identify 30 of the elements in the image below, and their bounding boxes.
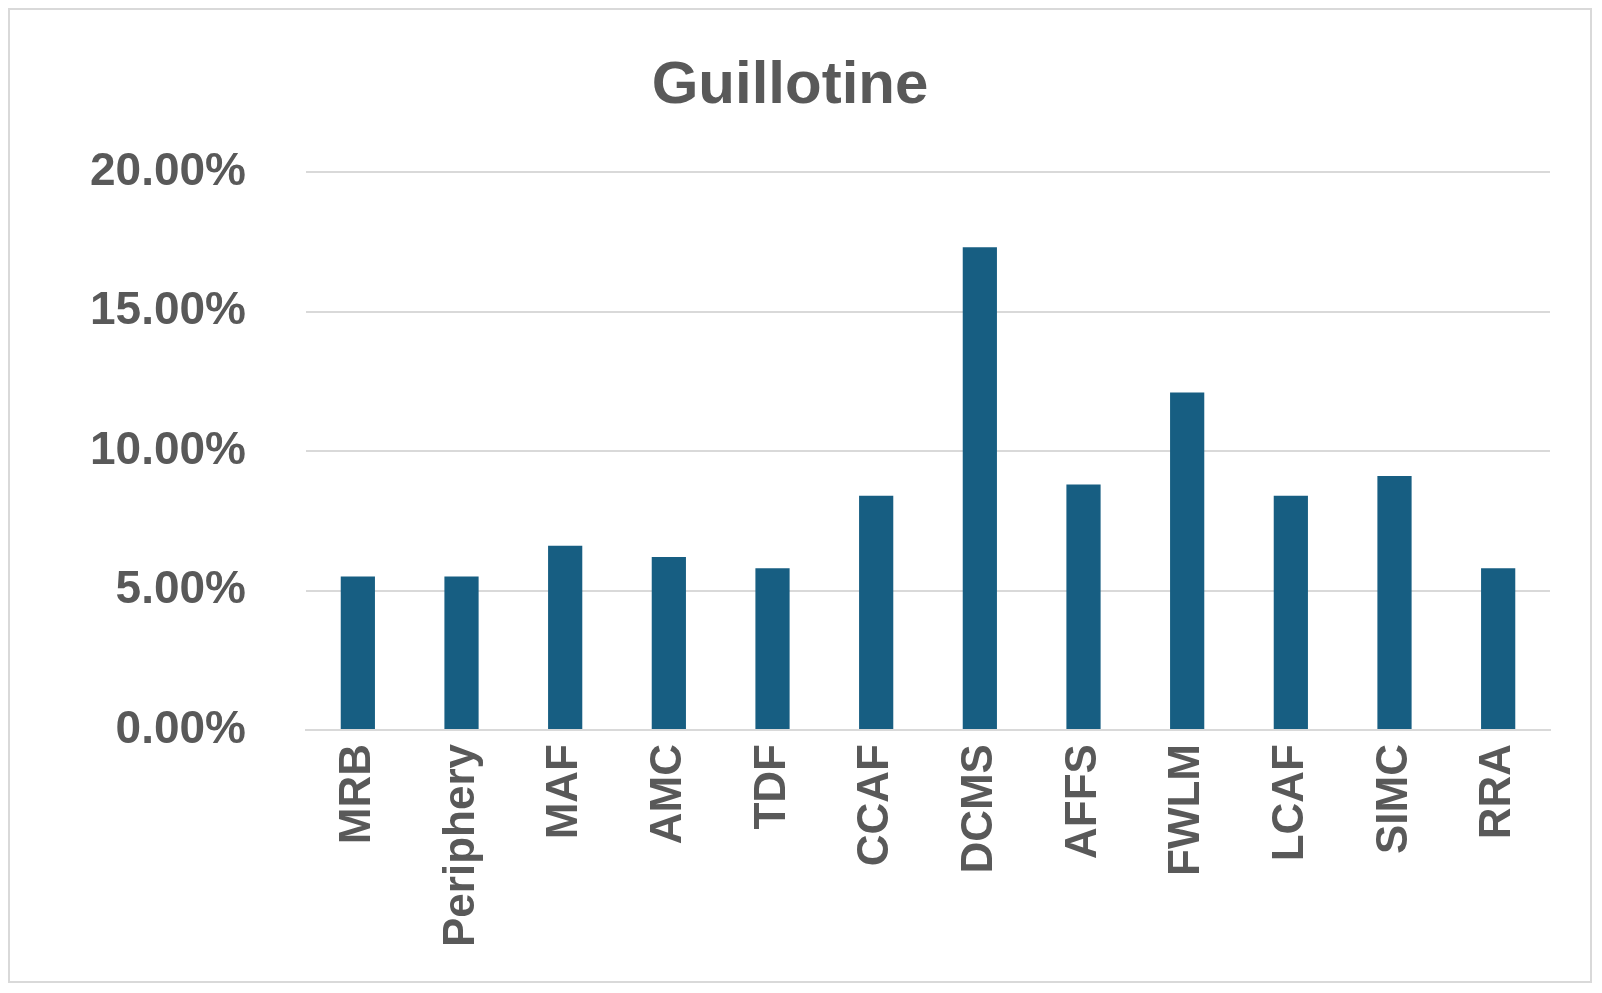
bar [444,576,479,730]
y-tick-label: 15.00% [90,282,247,335]
y-tick-label: 10.00% [90,421,247,474]
x-tick-label: TDF [744,744,794,830]
bar [548,545,583,730]
x-tick-label: RRA [1470,744,1520,840]
x-tick-label: CCAF [848,744,898,867]
y-tick-label: 5.00% [115,561,247,614]
x-tick-label: DCMS [951,744,1001,874]
bar [859,495,894,730]
x-tick-label: AFFS [1055,744,1105,859]
y-tick-label: 20.00% [90,142,247,195]
bar [1066,484,1101,730]
bar [962,247,997,730]
y-tick-label: 0.00% [115,700,247,753]
x-tick-label: MRB [329,744,379,845]
x-tick-label: FWLM [1159,744,1209,876]
x-tick-label: AMC [640,744,690,845]
bar [755,568,790,730]
x-tick-label: MAF [537,744,587,840]
bar [651,557,686,730]
bar [1170,392,1205,730]
x-tick-label: Periphery [433,743,483,947]
x-tick-label: LCAF [1262,744,1312,862]
bar [1377,476,1412,730]
bar [1273,495,1308,730]
x-tick-label: SIMC [1366,744,1416,855]
chart-title: Guillotine [651,48,929,116]
bar [340,576,375,730]
bar [1481,568,1516,730]
